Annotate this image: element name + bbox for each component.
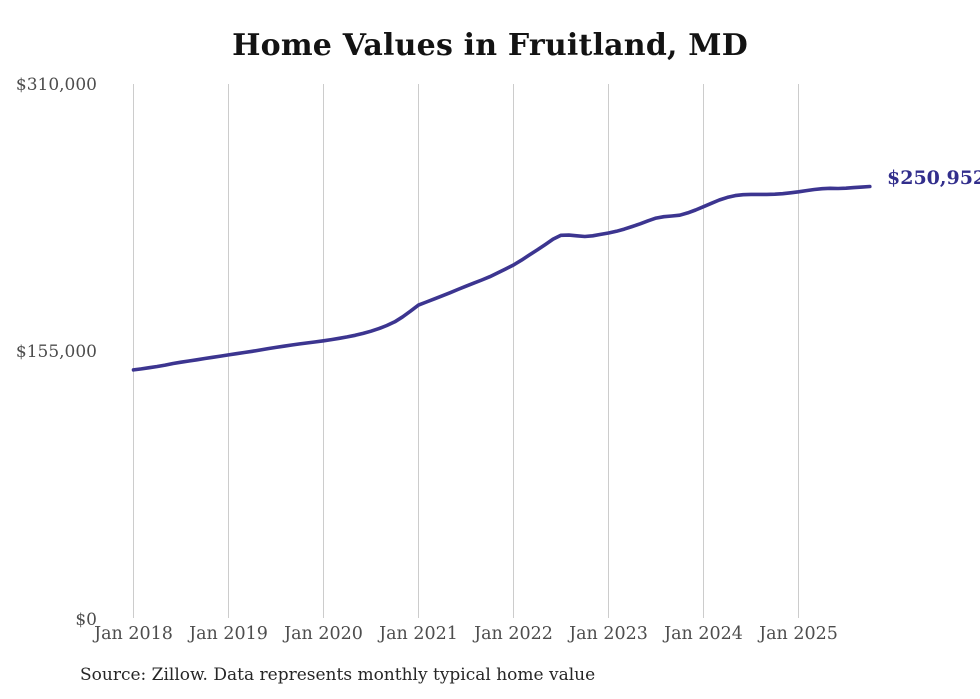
x-axis-tick-jan-2023: Jan 2023 bbox=[569, 624, 648, 644]
y-axis-tick-310000: $310,000 bbox=[15, 75, 97, 95]
x-axis-tick-jan-2024: Jan 2024 bbox=[664, 624, 743, 644]
x-axis-tick-jan-2025: Jan 2025 bbox=[759, 624, 838, 644]
home-value-line-series bbox=[131, 184, 872, 372]
series-end-value-label: $250,952 bbox=[887, 167, 980, 189]
x-axis-tick-jan-2018: Jan 2018 bbox=[94, 624, 173, 644]
x-axis-tick-jan-2022: Jan 2022 bbox=[474, 624, 553, 644]
x-axis-tick-jan-2020: Jan 2020 bbox=[284, 624, 363, 644]
y-axis-tick-0: $0 bbox=[75, 610, 97, 630]
x-axis-tick-jan-2019: Jan 2019 bbox=[189, 624, 268, 644]
y-axis-tick-155000: $155,000 bbox=[15, 342, 97, 362]
source-note: Source: Zillow. Data represents monthly … bbox=[80, 665, 596, 685]
chart-title: Home Values in Fruitland, MD bbox=[232, 28, 748, 63]
x-axis-tick-jan-2021: Jan 2021 bbox=[379, 624, 458, 644]
